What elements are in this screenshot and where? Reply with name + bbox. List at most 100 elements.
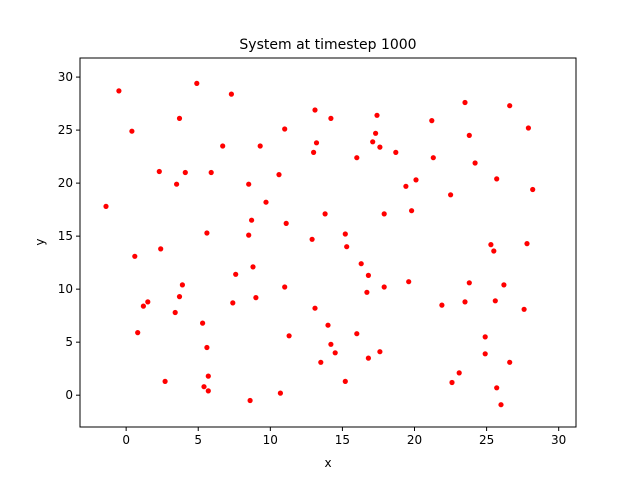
y-tick-label: 30 <box>58 70 73 84</box>
data-point <box>208 169 214 176</box>
data-point <box>381 284 387 290</box>
data-point <box>194 80 200 86</box>
data-point <box>507 359 513 365</box>
data-point <box>277 390 283 396</box>
data-point <box>205 373 211 379</box>
data-point <box>524 241 530 247</box>
data-point <box>140 303 146 309</box>
data-point <box>409 208 415 214</box>
data-point <box>312 107 318 113</box>
data-point <box>246 181 252 187</box>
y-axis-label: y <box>33 238 47 245</box>
data-point <box>406 279 412 285</box>
data-point <box>135 330 141 336</box>
data-point <box>482 334 488 340</box>
data-point <box>176 294 183 300</box>
data-point <box>276 172 282 178</box>
data-point <box>328 341 334 347</box>
data-point <box>488 242 494 248</box>
data-point <box>374 112 380 118</box>
data-point <box>257 143 263 149</box>
x-tick-label: 15 <box>335 433 350 447</box>
x-tick-label: 10 <box>263 433 278 447</box>
data-point <box>332 350 338 356</box>
data-point <box>370 139 376 145</box>
data-point <box>201 384 207 390</box>
data-point <box>354 331 360 337</box>
data-point <box>525 125 532 131</box>
data-point <box>373 130 379 136</box>
data-point <box>498 402 504 408</box>
data-point <box>205 388 211 394</box>
data-point <box>103 203 109 209</box>
data-point <box>200 320 206 326</box>
data-point <box>311 149 317 155</box>
y-tick-label: 15 <box>58 229 73 243</box>
data-point <box>230 300 236 306</box>
data-point <box>249 217 255 223</box>
data-point <box>501 282 507 288</box>
data-point <box>204 230 210 236</box>
data-point <box>282 284 288 290</box>
data-point <box>466 132 472 138</box>
data-point <box>430 155 436 161</box>
y-axis-ticks: 0 5 10 15 20 25 30 <box>58 70 80 402</box>
data-point <box>365 272 371 278</box>
y-tick-label: 10 <box>58 282 73 296</box>
data-point <box>246 232 252 238</box>
data-point <box>521 306 527 312</box>
data-point <box>377 349 383 355</box>
data-point <box>132 253 138 259</box>
data-points <box>103 80 536 408</box>
data-point <box>176 115 183 121</box>
data-point <box>344 244 350 250</box>
data-point <box>482 351 488 357</box>
data-point <box>233 271 239 277</box>
data-point <box>328 115 334 121</box>
data-point <box>174 181 180 187</box>
data-point <box>456 370 462 376</box>
x-axis-ticks: 0 5 10 15 20 25 30 <box>122 427 566 447</box>
data-point <box>286 333 292 339</box>
x-axis-label: x <box>324 456 331 470</box>
data-point <box>381 211 387 217</box>
data-point <box>313 140 320 146</box>
data-point <box>492 298 498 304</box>
x-tick-label: 0 <box>122 433 130 447</box>
data-point <box>158 246 164 252</box>
data-point <box>413 177 419 183</box>
x-tick-label: 25 <box>479 433 494 447</box>
x-tick-label: 5 <box>194 433 202 447</box>
data-point <box>172 309 178 316</box>
data-point <box>322 211 328 217</box>
data-point <box>530 186 536 193</box>
data-point <box>318 359 324 365</box>
data-point <box>282 126 288 132</box>
data-point <box>403 183 409 189</box>
data-point <box>354 155 360 161</box>
chart-title: System at timestep 1000 <box>239 37 416 53</box>
data-point <box>253 295 259 301</box>
data-point <box>429 118 435 124</box>
data-point <box>156 168 162 175</box>
data-point <box>448 192 454 198</box>
data-point <box>204 344 210 351</box>
y-tick-label: 20 <box>58 176 73 190</box>
data-point <box>462 299 468 305</box>
data-point <box>472 160 478 166</box>
data-point <box>462 99 468 106</box>
data-point <box>145 299 151 305</box>
data-point <box>449 379 455 386</box>
data-point <box>220 143 226 149</box>
data-point <box>162 378 168 384</box>
x-tick-label: 20 <box>407 433 422 447</box>
data-point <box>491 248 497 254</box>
data-point <box>129 128 135 134</box>
data-point <box>393 149 399 155</box>
data-point <box>228 91 234 97</box>
data-point <box>365 355 371 361</box>
data-point <box>182 169 188 176</box>
data-point <box>377 144 383 150</box>
data-point <box>466 280 472 286</box>
